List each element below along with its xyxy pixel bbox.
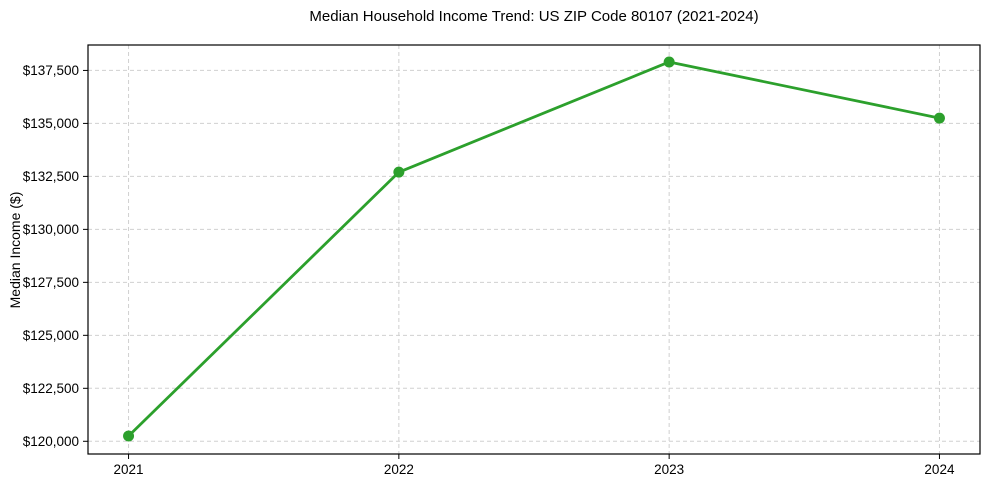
x-tick-label: 2024 (924, 462, 955, 477)
y-tick-label: $130,000 (23, 222, 79, 237)
data-point (933, 112, 945, 124)
axes-border (87, 44, 981, 455)
x-tick-label: 2021 (114, 462, 144, 477)
y-tick-label: $120,000 (23, 434, 79, 449)
y-tick-label: $135,000 (23, 116, 79, 131)
chart-title: Median Household Income Trend: US ZIP Co… (309, 8, 759, 25)
y-tick-label: $125,000 (23, 328, 79, 343)
y-tick-label: $132,500 (23, 169, 79, 184)
y-tick-label: $127,500 (23, 275, 79, 290)
data-point (123, 430, 135, 442)
y-tick-label: $122,500 (23, 381, 79, 396)
trend-line (127, 60, 941, 438)
y-tick-label: $137,500 (23, 63, 79, 78)
data-point (393, 166, 405, 178)
data-point (663, 56, 675, 68)
x-tick-label: 2022 (384, 462, 414, 477)
y-axis-label: Median Income ($) (7, 191, 23, 309)
x-tick-label: 2023 (654, 462, 684, 477)
